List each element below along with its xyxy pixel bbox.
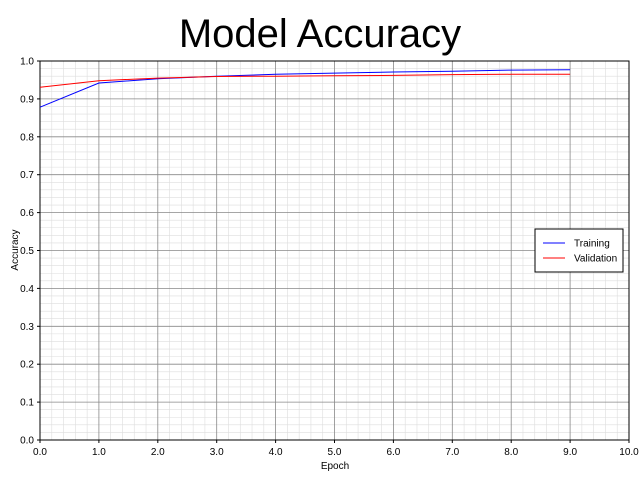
x-tick-label: 5.0 <box>328 447 342 458</box>
x-tick-label: 2.0 <box>151 447 165 458</box>
x-tick-label: 8.0 <box>504 447 518 458</box>
series-line-validation <box>39 73 571 88</box>
x-tick-label: 4.0 <box>269 447 283 458</box>
y-tick-label: 0.3 <box>20 322 34 333</box>
x-tick-label: 7.0 <box>445 447 459 458</box>
x-tick-label: 9.0 <box>563 447 577 458</box>
x-tick-label: 6.0 <box>386 447 400 458</box>
legend-label-validation: Validation <box>574 254 617 265</box>
y-tick-label: 1.0 <box>20 57 34 68</box>
series-line-training <box>39 69 571 108</box>
x-axis-ticks: 0.0 1.0 2.0 3.0 4.0 5.0 6.0 7.0 8.0 9.0 10.0 <box>33 440 639 458</box>
legend-label-training: Training <box>574 239 610 250</box>
y-tick-label: 0.8 <box>20 132 34 143</box>
y-tick-label: 0.2 <box>20 360 34 371</box>
y-tick-label: 0.4 <box>20 284 34 295</box>
y-axis-label: Accuracy <box>10 229 21 270</box>
legend-box <box>534 228 624 273</box>
y-axis-ticks: 0.0 0.1 0.2 0.3 0.4 0.5 0.6 0.7 0.8 0.9 1.0 <box>20 57 40 447</box>
y-tick-label: 0.7 <box>20 170 34 181</box>
y-tick-label: 0.5 <box>20 246 34 257</box>
x-tick-label: 0.0 <box>33 447 47 458</box>
chart-title: Model Accuracy <box>179 12 461 56</box>
series-lines <box>39 69 571 108</box>
x-tick-label: 3.0 <box>210 447 224 458</box>
legend: Training Validation <box>534 228 624 273</box>
y-tick-label: 0.9 <box>20 94 34 105</box>
x-tick-label: 10.0 <box>619 447 639 458</box>
x-axis-label: Epoch <box>321 461 349 472</box>
y-tick-label: 0.0 <box>20 436 34 447</box>
x-tick-label: 1.0 <box>92 447 106 458</box>
y-tick-label: 0.1 <box>20 398 34 409</box>
y-tick-label: 0.6 <box>20 208 34 219</box>
